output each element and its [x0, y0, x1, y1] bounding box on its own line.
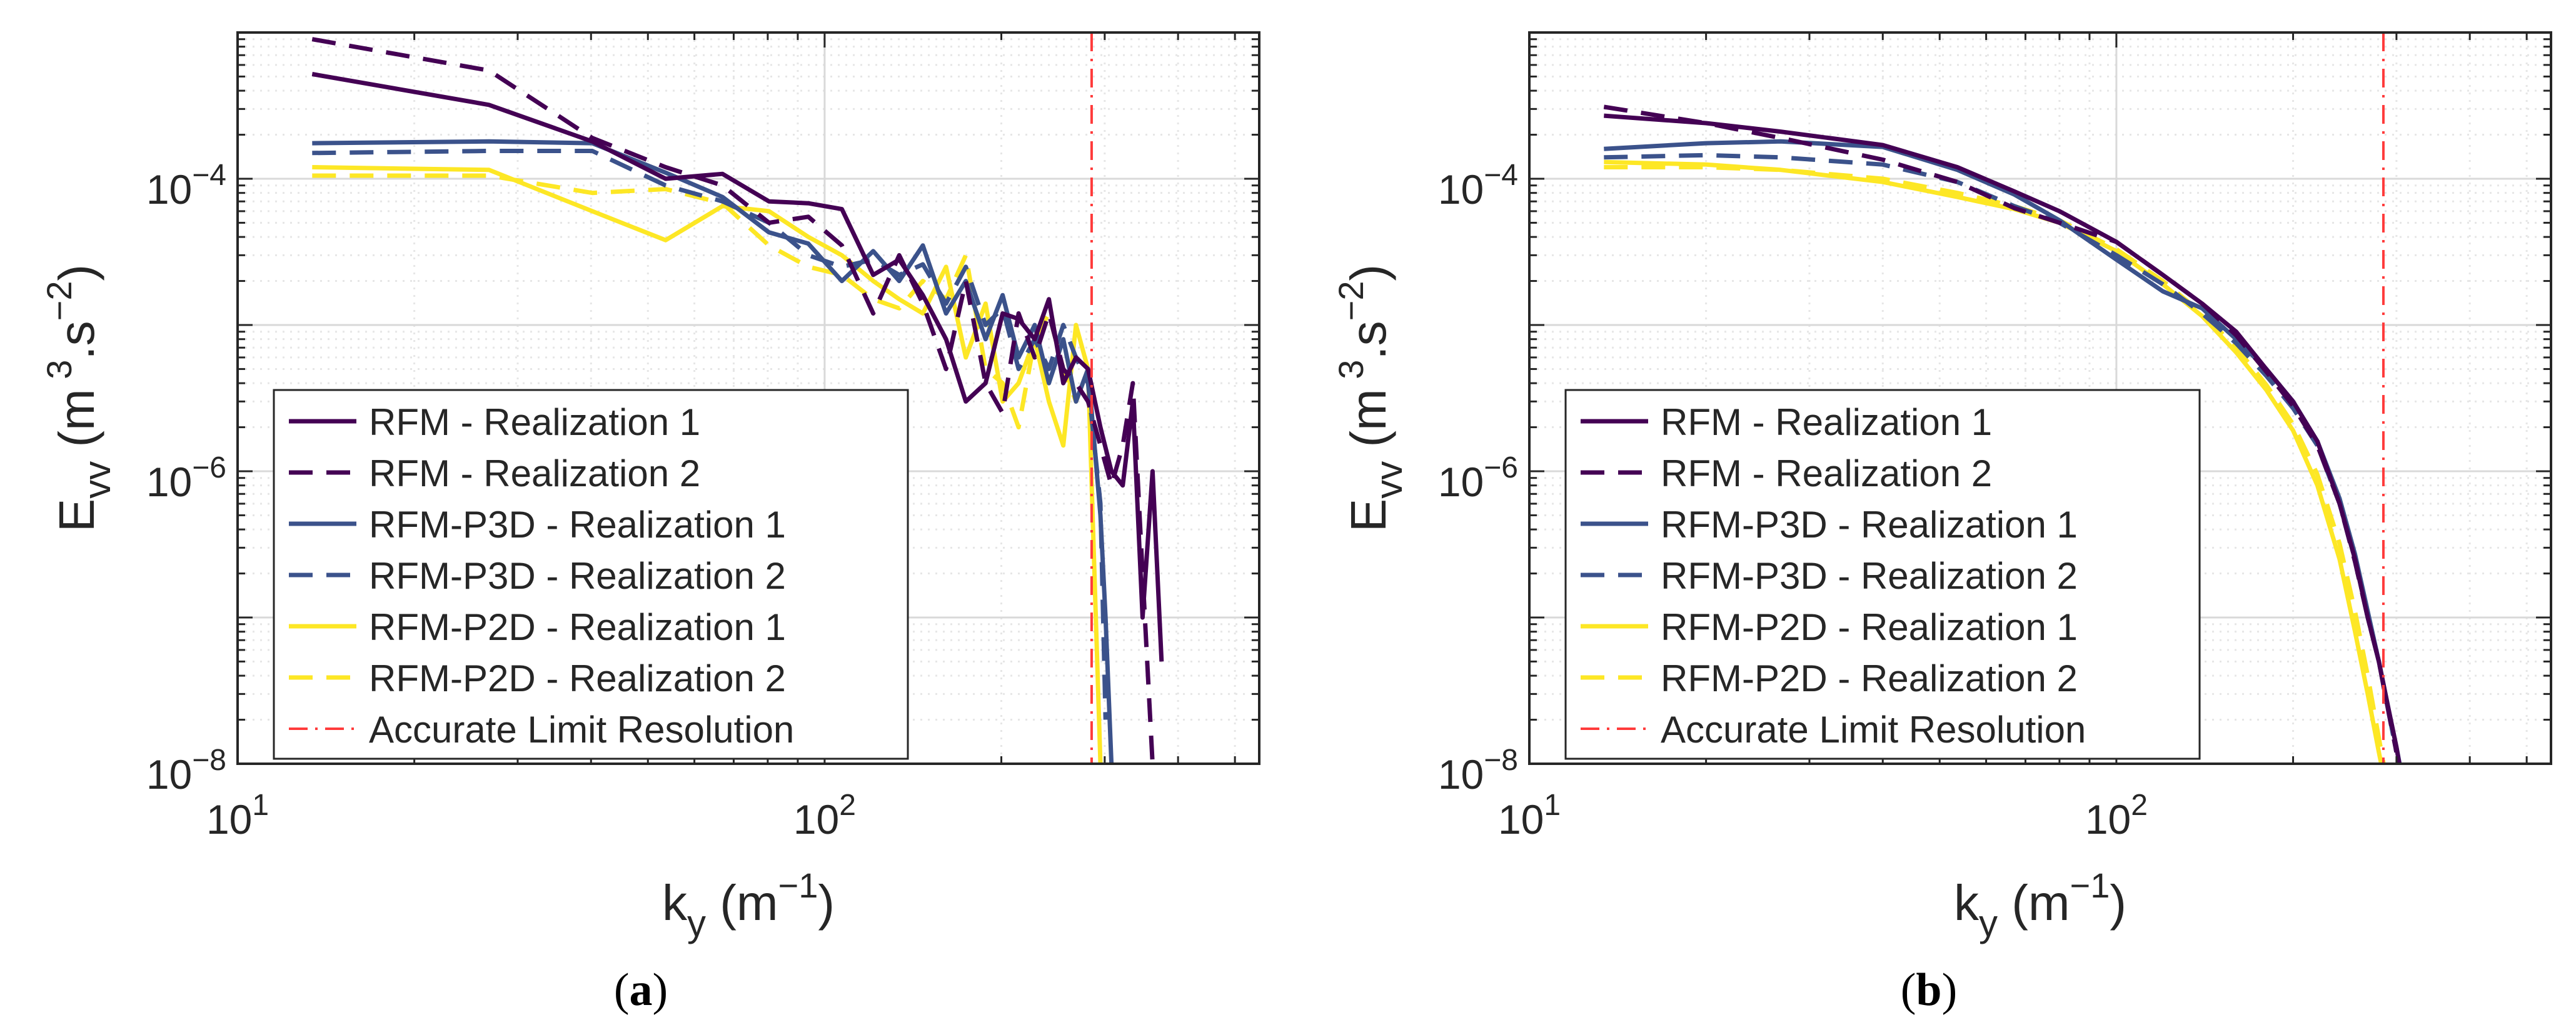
panel-b: 101 102 10−8 10−6 10−4 ky (m−1) Evv (m 3.s−2) R… — [1331, 31, 2552, 944]
series-line-6 — [1604, 165, 2386, 764]
axes-box — [1528, 31, 2552, 765]
panel-a: 101 102 10−8 10−6 10−4 ky (m−1) Evv (m 3.s−2) R… — [39, 31, 1260, 944]
series-line-5 — [312, 165, 1103, 764]
series-line-1 — [1604, 113, 2402, 764]
axes-box — [236, 31, 1260, 765]
legend: RFM - Realization 1 RFM - Realization 2 RF… — [1564, 389, 2201, 760]
y-tick-label: 10−4 — [146, 159, 226, 212]
x-axis-label: ky (m−1) — [662, 866, 835, 944]
series-group — [1603, 32, 2402, 764]
legend-label: RFM - Realization 1 — [1661, 401, 1992, 443]
legend-box — [1564, 389, 2201, 760]
caption-a: (a) — [614, 964, 668, 1016]
series-line-3 — [312, 139, 1114, 764]
y-tick-label: 10−8 — [1438, 744, 1518, 798]
legend-label: Accurate Limit Resolution — [369, 709, 794, 751]
legend-label: RFM-P2D - Realization 1 — [1661, 606, 2078, 648]
legend-box — [273, 389, 909, 760]
series-group — [311, 32, 1164, 764]
x-tick-label: 101 — [206, 789, 269, 842]
x-axis-label: ky (m−1) — [1954, 866, 2126, 944]
series-line-5 — [1604, 159, 2384, 764]
x-tick-label: 102 — [793, 789, 856, 842]
legend-label: RFM-P3D - Realization 2 — [1661, 555, 2078, 597]
y-tick-label: 10−6 — [146, 451, 226, 505]
y-tick-label: 10−6 — [1438, 451, 1518, 505]
y-tick-label: 10−8 — [146, 744, 226, 798]
legend-label: RFM-P2D - Realization 2 — [1661, 658, 2078, 699]
x-tick-label: 102 — [2085, 789, 2148, 842]
legend-label: RFM-P3D - Realization 1 — [1661, 504, 2078, 546]
series-line-1 — [311, 72, 1164, 662]
ticks — [236, 31, 1259, 765]
legend-label: RFM - Realization 1 — [369, 401, 700, 443]
legend-label: RFM-P2D - Realization 2 — [369, 658, 786, 699]
legend-label: RFM-P2D - Realization 1 — [369, 606, 786, 648]
caption-b: (b) — [1901, 964, 1957, 1016]
legend-label: RFM - Realization 2 — [369, 452, 700, 494]
x-tick-label: 101 — [1498, 789, 1561, 842]
y-axis-label: Evv (m 3.s−2) — [1331, 264, 1410, 532]
y-tick-label: 10−4 — [1438, 159, 1518, 212]
legend: RFM - Realization 1 RFM - Realization 2 RF… — [273, 389, 909, 760]
legend-label: RFM-P3D - Realization 2 — [369, 555, 786, 597]
legend-label: Accurate Limit Resolution — [1661, 709, 2086, 751]
series-line-2 — [311, 37, 1155, 764]
legend-label: RFM-P3D - Realization 1 — [369, 504, 786, 546]
legend-label: RFM - Realization 2 — [1661, 452, 1992, 494]
y-axis-label: Evv (m 3.s−2) — [39, 264, 118, 532]
series-line-4 — [312, 149, 1108, 720]
